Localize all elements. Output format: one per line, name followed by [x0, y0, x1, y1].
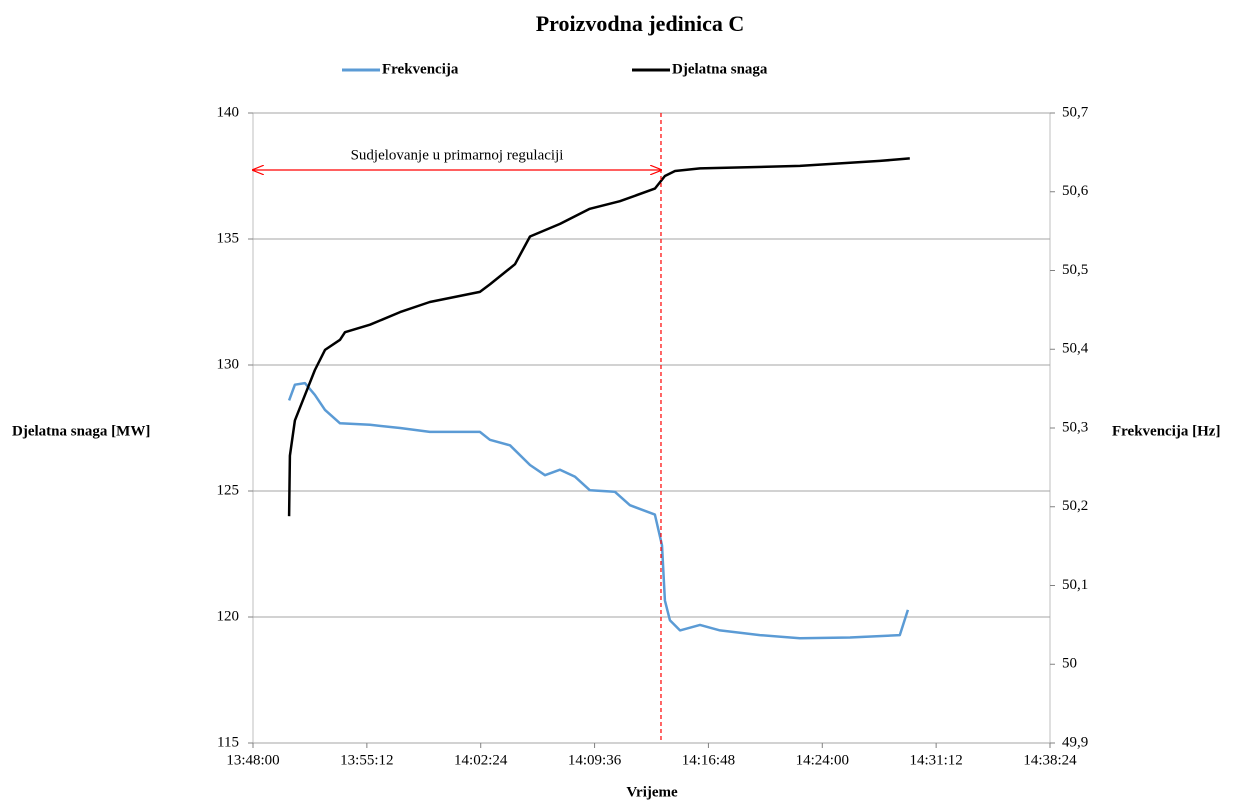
y-tick-label: 135 — [217, 230, 240, 246]
y-tick-label: 140 — [217, 104, 240, 120]
x-tick-label: 14:02:24 — [454, 752, 508, 768]
chart-title: Proizvodna jedinica C — [536, 11, 745, 36]
legend-label: Frekvencija — [382, 61, 459, 77]
annotation-text: Sudjelovanje u primarnoj regulaciji — [351, 147, 564, 163]
y2-tick-label: 50 — [1062, 656, 1077, 672]
y-tick-label: 125 — [217, 482, 240, 498]
y2-tick-label: 49,9 — [1062, 734, 1088, 750]
x-tick-label: 14:09:36 — [568, 752, 622, 768]
y-axis-title: Djelatna snaga [MW] — [12, 423, 150, 439]
x-tick-label: 13:55:12 — [340, 752, 393, 768]
x-tick-label: 14:31:12 — [909, 752, 962, 768]
y-tick-label: 115 — [217, 734, 239, 750]
series-line — [287, 381, 910, 640]
x-tick-label: 14:16:48 — [682, 752, 735, 768]
y2-tick-label: 50,6 — [1062, 183, 1089, 199]
y-tick-label: 130 — [217, 356, 240, 372]
x-axis-title: Vrijeme — [626, 784, 678, 800]
y2-axis-title: Frekvencija [Hz] — [1112, 423, 1220, 439]
x-tick-label: 13:48:00 — [226, 752, 279, 768]
y2-tick-label: 50,7 — [1062, 104, 1089, 120]
y2-tick-label: 50,1 — [1062, 577, 1088, 593]
series-line — [287, 157, 910, 517]
legend-label: Djelatna snaga — [672, 61, 768, 77]
x-tick-label: 14:38:24 — [1023, 752, 1077, 768]
y2-tick-label: 50,5 — [1062, 262, 1088, 278]
plot-area — [252, 112, 1051, 744]
y2-tick-label: 50,4 — [1062, 341, 1089, 357]
y-tick-label: 120 — [217, 608, 240, 624]
y2-tick-label: 50,3 — [1062, 419, 1088, 435]
y2-tick-label: 50,2 — [1062, 498, 1088, 514]
x-tick-label: 14:24:00 — [796, 752, 849, 768]
